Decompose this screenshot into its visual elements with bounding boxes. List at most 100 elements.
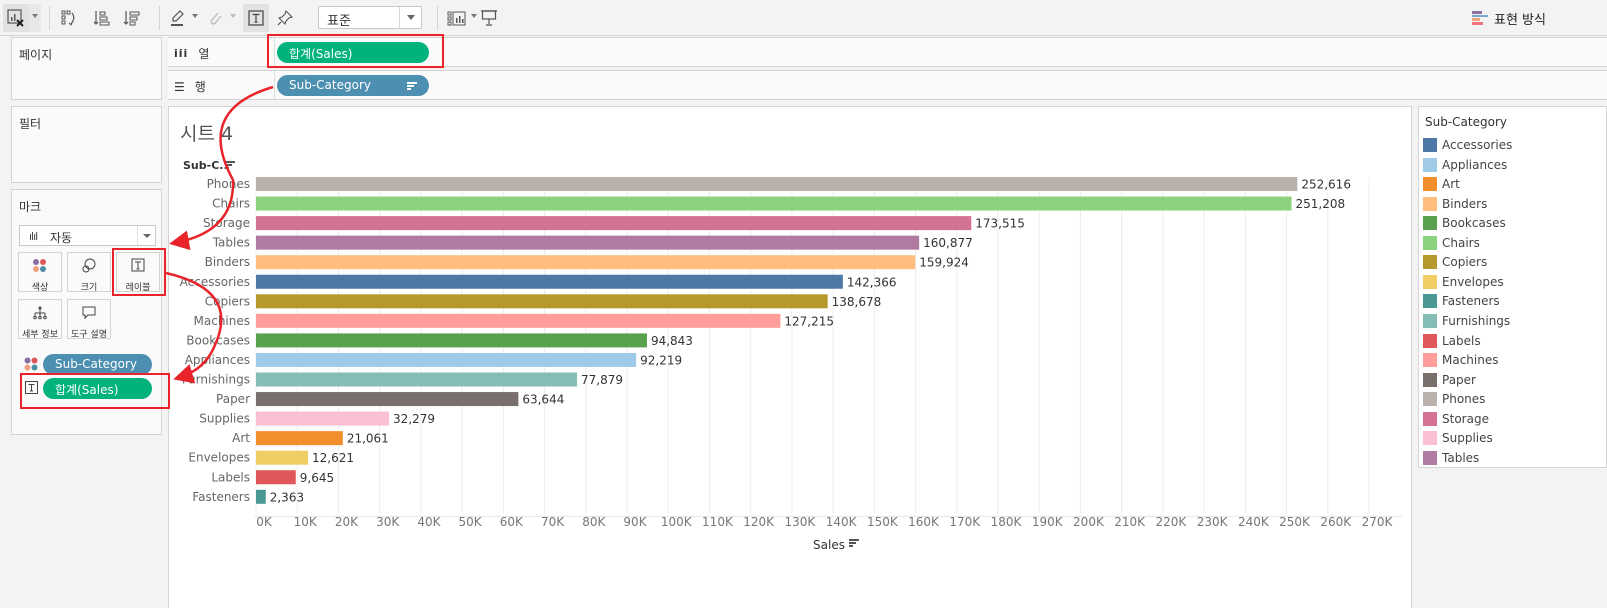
clear-sheet-button[interactable] [3,4,29,32]
bar-art[interactable] [256,431,343,446]
legend-item[interactable]: Bookcases [1423,215,1506,231]
bar-storage[interactable] [256,216,972,231]
filters-shelf[interactable]: 필터 [11,106,162,183]
x-tick-label: 110K [702,515,734,529]
fit-select[interactable]: 표준 [318,6,422,29]
clear-sheet-dropdown[interactable] [29,4,41,32]
tooltip-button[interactable]: 도구 설명 [67,299,111,340]
x-tick-label: 260K [1320,515,1352,529]
clear-sheet-icon [7,9,24,27]
mark-type-select[interactable]: ılıl 자동 [19,225,156,246]
detail-button[interactable]: 세부 정보 [18,299,62,340]
y-tick-label[interactable]: Bookcases [186,333,250,347]
swap-rows-columns-button[interactable] [58,4,80,32]
show-me-button[interactable]: 표현 방식 [1472,8,1546,28]
legend-item[interactable]: Supplies [1423,430,1493,446]
bar-machines[interactable] [256,313,781,328]
legend-item[interactable]: Phones [1423,391,1485,407]
bar-copiers[interactable] [256,294,828,309]
legend-item-label: Bookcases [1442,216,1506,231]
y-tick-label[interactable]: Appliances [185,353,250,367]
cards-dropdown[interactable] [471,14,477,18]
legend-item[interactable]: Furnishings [1423,313,1510,329]
highlight-dropdown[interactable] [192,14,198,18]
columns-pill-sum-sales[interactable]: 합계(Sales) [277,42,429,63]
bar-value-label: 63,644 [522,393,564,407]
y-tick-label[interactable]: Art [232,431,250,445]
y-tick-label[interactable]: Storage [203,216,250,230]
y-tick-label[interactable]: Accessories [180,275,250,289]
columns-shelf[interactable]: iii 열 합계(Sales) [168,37,1607,67]
y-tick-label[interactable]: Tables [212,236,250,250]
marks-field-label: Sub-Category [55,357,137,371]
legend-item[interactable]: Tables [1423,450,1479,466]
y-tick-label[interactable]: Supplies [199,412,250,426]
bar-accessories[interactable] [256,274,843,289]
rows-pill-sub-category[interactable]: Sub-Category [277,75,429,96]
bar-bookcases[interactable] [256,333,647,348]
legend-item-label: Furnishings [1442,313,1511,328]
bar-value-label: 12,621 [312,451,354,465]
sort-descending-button[interactable] [120,4,142,32]
legend-item[interactable]: Paper [1423,372,1476,388]
y-tick-label[interactable]: Labels [211,470,250,484]
y-tick-label[interactable]: Binders [205,255,250,269]
marks-field-sum-sales[interactable]: 합계(Sales) [43,378,152,399]
legend-swatch [1423,196,1437,211]
legend-swatch [1423,177,1437,192]
x-tick-label: 230K [1197,515,1229,529]
marks-field-sub-category[interactable]: Sub-Category [43,354,152,375]
bar-appliances[interactable] [256,352,637,367]
y-tick-label[interactable]: Phones [207,177,250,191]
y-tick-label[interactable]: Chairs [212,197,250,211]
bar-labels[interactable] [256,470,296,485]
rows-shelf[interactable]: ☰ 행 Sub-Category [168,70,1607,100]
label-button[interactable]: 레이블 [116,252,160,293]
color-button[interactable]: 색상 [18,252,62,293]
bar-binders[interactable] [256,255,916,270]
legend-item[interactable]: Chairs [1423,235,1480,251]
x-tick-label: 20K [335,515,359,529]
y-tick-label[interactable]: Paper [216,392,250,406]
bar-envelopes[interactable] [256,450,309,465]
fix-axes-button[interactable] [274,4,296,32]
pages-shelf[interactable]: 페이지 [11,37,162,100]
y-tick-label[interactable]: Furnishings [182,373,250,387]
show-me-label: 표현 방식 [1494,12,1546,28]
mark-type-value: 자동 [50,231,73,245]
sort-ascending-button[interactable] [90,4,112,32]
legend-item[interactable]: Copiers [1423,254,1487,270]
show-mark-labels-button[interactable] [243,4,269,32]
legend-item[interactable]: Accessories [1423,137,1512,153]
bar-supplies[interactable] [256,411,390,426]
bar-furnishings[interactable] [256,372,578,387]
y-tick-label[interactable]: Copiers [205,294,250,308]
legend-item[interactable]: Appliances [1423,157,1507,173]
presentation-mode-button[interactable] [478,4,500,32]
x-axis-title[interactable]: Sales [813,538,845,552]
legend-item[interactable]: Labels [1423,333,1481,349]
legend-item[interactable]: Fasteners [1423,293,1500,309]
legend-item[interactable]: Art [1423,176,1460,192]
legend-item[interactable]: Binders [1423,196,1487,212]
bar-phones[interactable] [256,177,1298,191]
legend-item[interactable]: Envelopes [1423,274,1504,290]
group-dropdown[interactable] [230,14,236,18]
columns-shelf-label: 열 [198,47,210,61]
bar-fasteners[interactable] [256,489,266,504]
show-hide-cards-button[interactable] [446,4,468,32]
filters-shelf-title: 필터 [19,117,42,131]
size-button[interactable]: 크기 [67,252,111,293]
y-tick-label[interactable]: Machines [194,314,250,328]
bar-paper[interactable] [256,392,519,407]
highlight-button[interactable] [168,4,188,32]
y-tick-label[interactable]: Envelopes [188,451,250,465]
legend-item[interactable]: Machines [1423,352,1498,368]
legend-swatch [1423,255,1437,270]
group-button[interactable] [205,4,225,32]
legend-item[interactable]: Storage [1423,411,1489,427]
legend-swatch [1423,450,1437,465]
bar-chairs[interactable] [256,196,1292,211]
bar-tables[interactable] [256,235,920,250]
y-tick-label[interactable]: Fasteners [192,490,250,504]
